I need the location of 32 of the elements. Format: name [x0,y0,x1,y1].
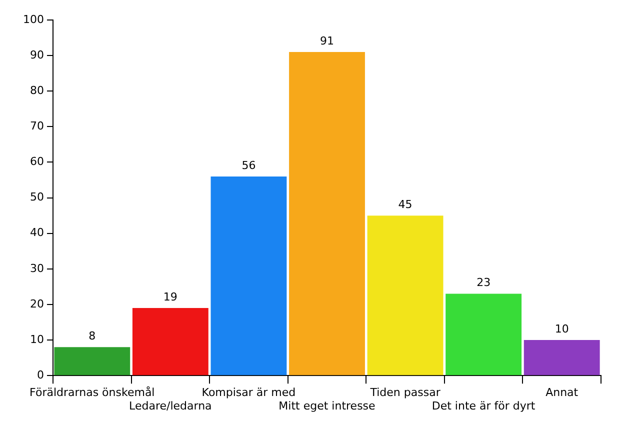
bar [367,216,444,376]
bar [289,52,365,376]
y-tick-label: 10 [30,332,44,346]
y-tick-label: 90 [30,48,44,62]
data-label: 23 [476,276,491,290]
y-tick-label: 70 [30,120,44,133]
y-tick-label: 60 [30,155,44,168]
y-tick-label: 0 [36,368,44,382]
x-tick-label: Kompisar är med [202,386,296,400]
bar [54,347,130,376]
x-tick-label: Mitt eget intresse [278,399,376,412]
bar [210,176,287,376]
data-label: 19 [163,290,178,304]
x-tick-label: Ledare/ledarna [129,399,212,412]
x-tick-label: Det inte är för dyrt [432,399,536,412]
bar [132,308,208,376]
data-label: 91 [320,34,334,48]
y-tick-label: 80 [30,84,44,97]
data-label: 45 [398,198,412,211]
y-tick-label: 30 [30,262,44,275]
y-tick-label: 20 [30,297,44,310]
y-tick-label: 40 [30,226,44,240]
x-tick-label: Tiden passar [369,386,441,400]
bar [446,294,522,376]
data-label: 8 [88,330,96,343]
bar [524,340,600,376]
y-tick-label: 100 [22,12,44,26]
x-tick-label: Annat [546,386,579,400]
data-label: 56 [242,158,256,172]
y-tick-label: 50 [30,190,44,204]
x-tick-label: Föräldrarnas önskemål [30,386,155,400]
data-label: 10 [554,322,569,336]
